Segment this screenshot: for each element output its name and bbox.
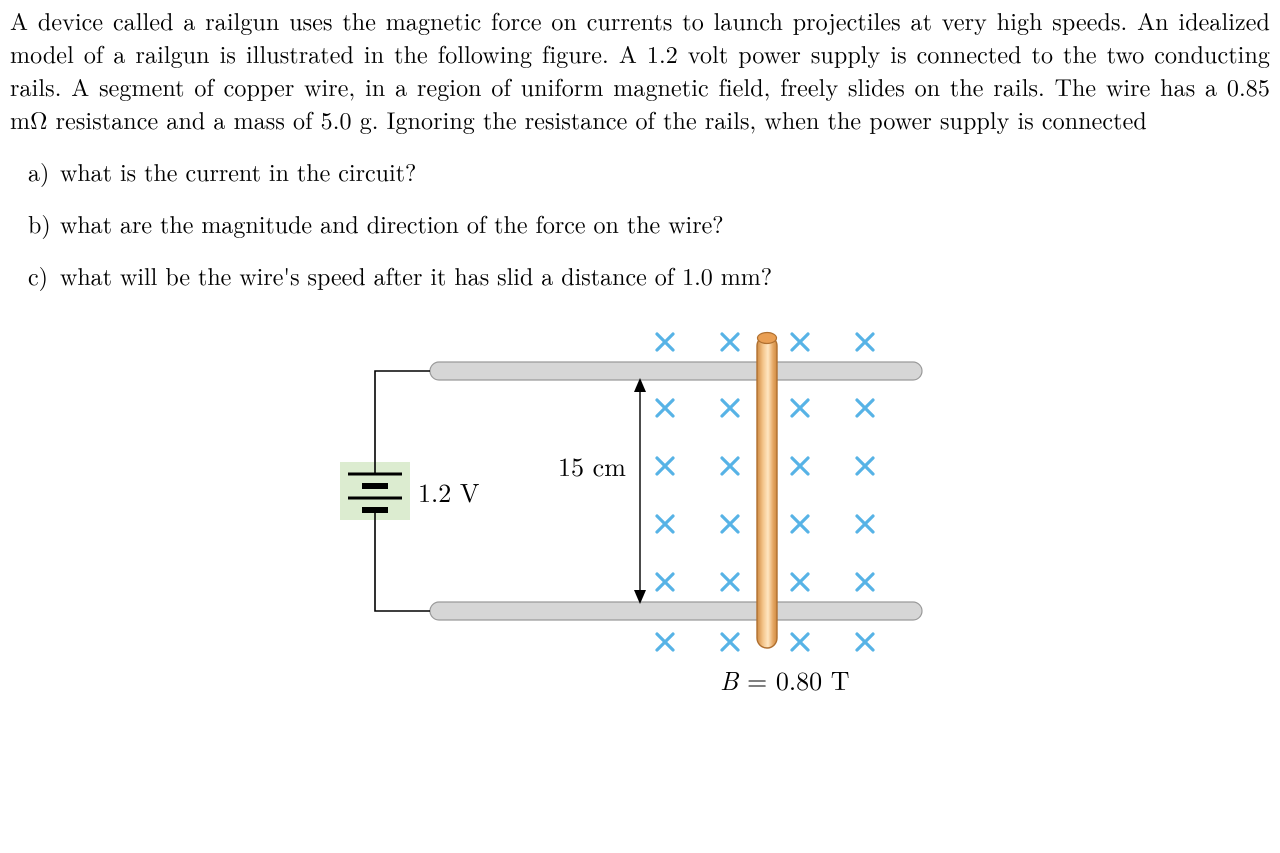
question-text: what will be the wire's speed after it h… [60,258,772,292]
bottom-rail [430,602,922,620]
copper-wire [757,333,777,649]
dimension-15cm [634,378,646,604]
top-rail [430,362,922,380]
question-label: c) [28,258,60,292]
question-a: a) what is the current in the circuit? [28,154,1270,188]
question-list: a) what is the current in the circuit? b… [10,154,1270,292]
bfield-label: B = 0.80 T [720,661,850,698]
question-b: b) what are the magnitude and direction … [28,206,1270,240]
problem-statement: A device called a railgun uses the magne… [10,4,1270,136]
question-text: what is the current in the circuit? [60,154,416,188]
rail-spacing-label: 15 cm [558,447,626,484]
voltage-label: 1.2 V [418,473,479,510]
battery-icon [340,462,410,520]
railgun-svg: 1.2 V 15 cm B = 0.80 T [320,316,960,716]
railgun-figure: 1.2 V 15 cm B = 0.80 T [320,316,960,716]
question-text: what are the magnitude and direction of … [60,206,724,240]
question-label: b) [28,206,60,240]
question-c: c) what will be the wire's speed after i… [28,258,1270,292]
question-label: a) [28,154,60,188]
